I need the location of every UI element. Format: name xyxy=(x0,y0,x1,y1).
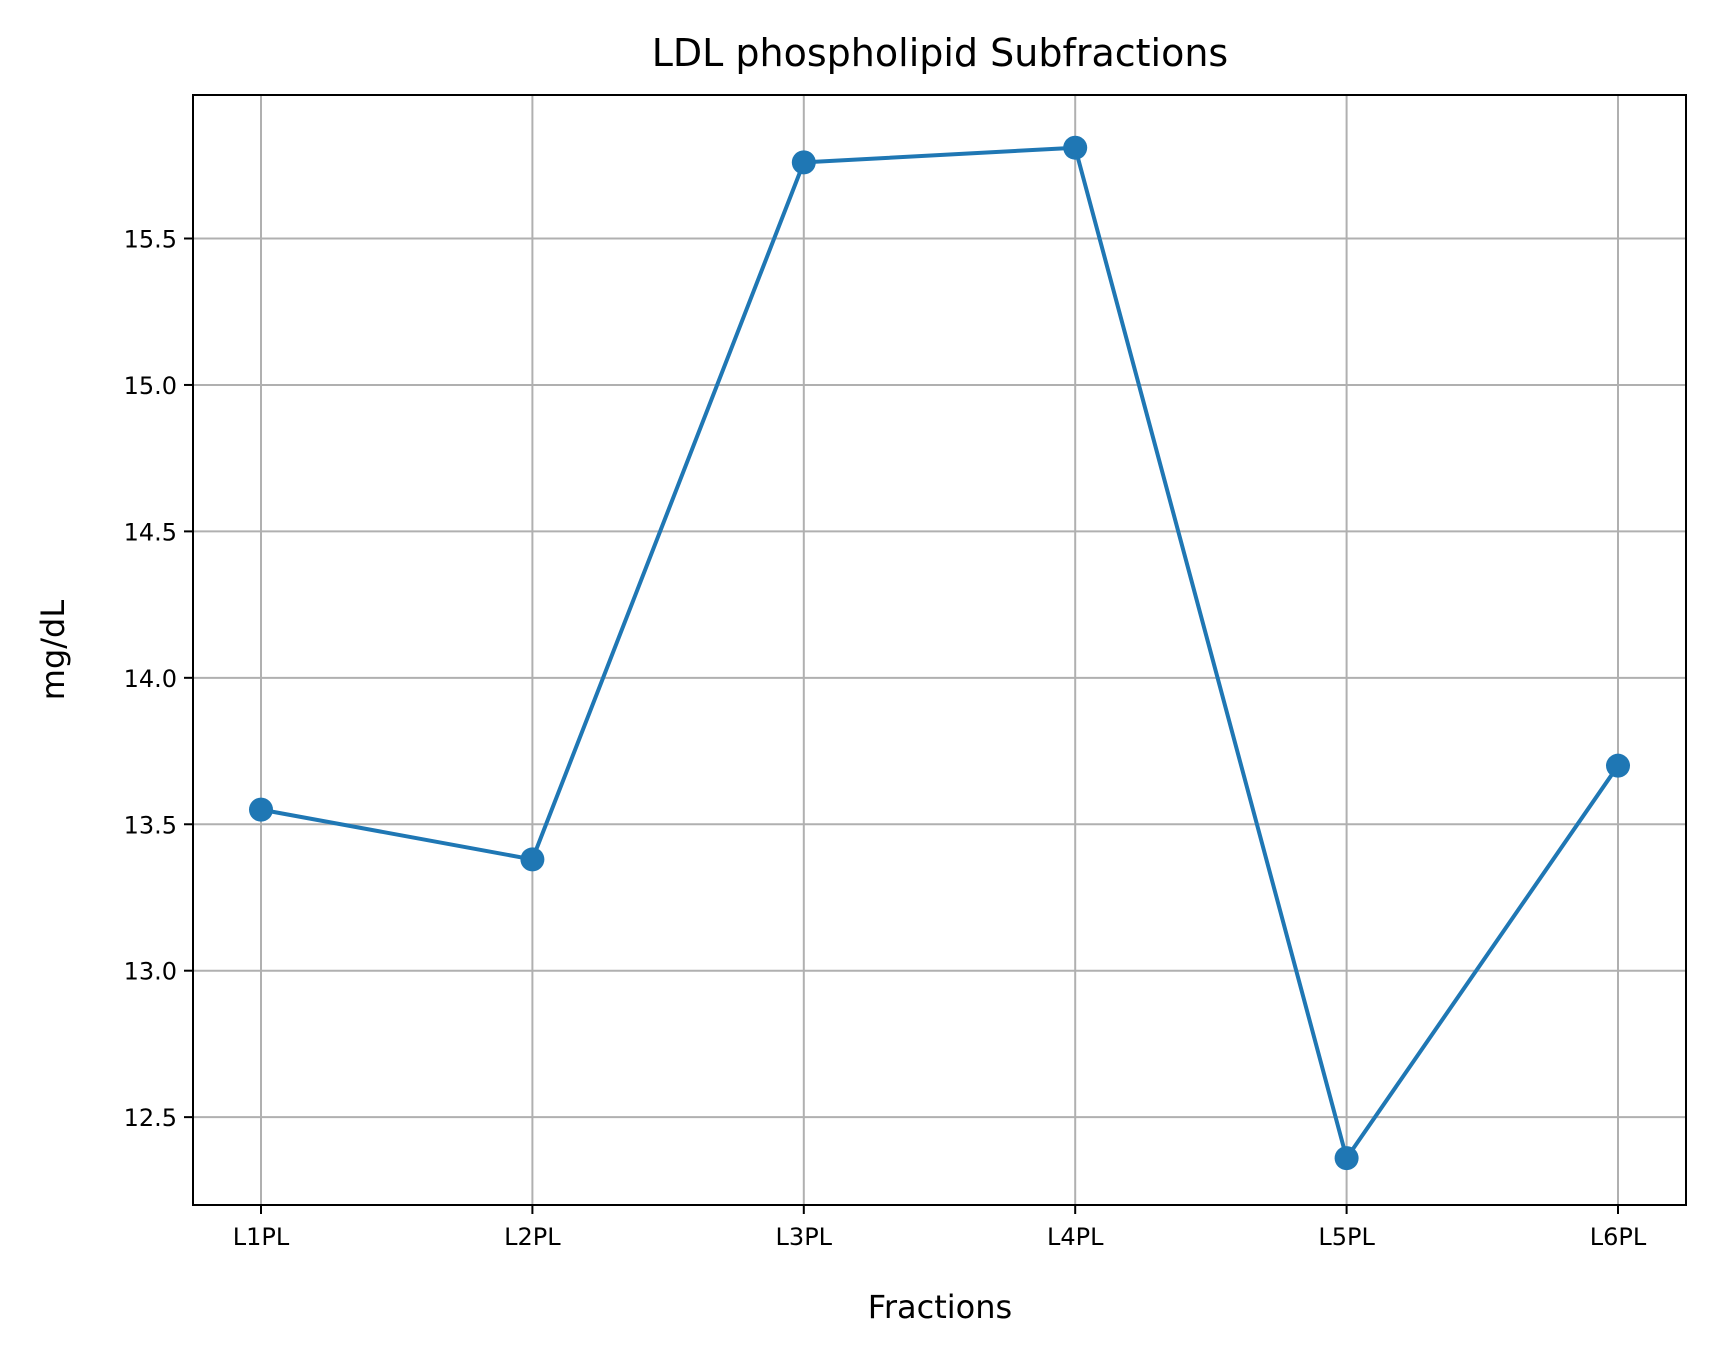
y-tick-label: 13.5 xyxy=(124,811,177,839)
x-tick-label: L4PL xyxy=(1047,1223,1104,1251)
y-axis-label: mg/dL xyxy=(34,600,72,701)
x-tick-label: L3PL xyxy=(776,1223,833,1251)
x-axis-label: Fractions xyxy=(868,1288,1012,1326)
series-layer xyxy=(249,135,1630,1171)
series-line xyxy=(259,145,1620,1161)
data-point-l1pl xyxy=(249,797,273,822)
x-tick-label: L6PL xyxy=(1590,1223,1647,1251)
x-tick-label: L1PL xyxy=(233,1223,290,1251)
y-tick-label: 14.5 xyxy=(124,518,177,546)
chart-title: LDL phospholipid Subfractions xyxy=(652,31,1228,75)
data-point-l4pl xyxy=(1063,135,1088,160)
y-axis-ticks: 12.5 13.0 13.5 14.0 14.5 15.0 15.5 xyxy=(124,226,193,1132)
y-tick-label: 15.5 xyxy=(124,226,177,254)
y-tick-label: 13.0 xyxy=(124,958,177,986)
x-axis-ticks: L1PL L2PL L3PL L4PL L5PL L6PL xyxy=(233,1205,1647,1251)
y-tick-label: 14.0 xyxy=(124,665,177,693)
y-tick-label: 12.5 xyxy=(124,1104,177,1132)
x-tick-label: L5PL xyxy=(1318,1223,1375,1251)
data-point-l3pl xyxy=(791,150,816,175)
data-point-l2pl xyxy=(520,847,545,872)
data-point-l6pl xyxy=(1606,753,1630,778)
data-point-l5pl xyxy=(1334,1146,1359,1171)
y-tick-label: 15.0 xyxy=(124,372,177,400)
plot-area-frame xyxy=(192,94,1687,1206)
grid xyxy=(193,95,1686,1205)
x-tick-label: L2PL xyxy=(504,1223,561,1251)
